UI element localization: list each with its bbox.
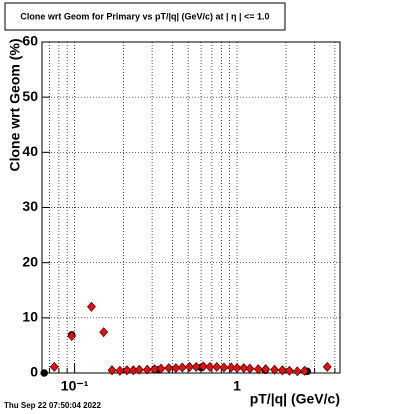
y-axis-label: Clone wrt Geom (%): [7, 38, 23, 171]
point: [205, 361, 215, 372]
point: [67, 331, 77, 341]
y-tick-label: 20: [22, 253, 38, 269]
x-axis-label: pT/|q| (GeV/c): [250, 391, 340, 407]
x-tick-label: 1: [233, 378, 241, 394]
point: [49, 361, 59, 372]
point: [253, 364, 263, 375]
y-tick-label: 40: [22, 143, 38, 159]
point: [40, 369, 49, 377]
title-box: [4, 2, 286, 31]
point: [270, 364, 279, 375]
point: [99, 327, 109, 338]
point: [285, 365, 294, 376]
point: [177, 362, 187, 373]
y-tick-label: 50: [22, 88, 38, 104]
point: [115, 365, 125, 376]
point: [261, 364, 271, 375]
point: [219, 362, 229, 373]
point: [122, 365, 132, 376]
point: [300, 365, 309, 376]
x-tick-label: 10⁻¹: [61, 378, 89, 394]
point: [171, 363, 181, 373]
chart-title: Clone wrt Geom for Primary vs pT/|q| (Ge…: [20, 11, 269, 21]
plot-frame: [41, 41, 341, 374]
point: [164, 363, 174, 373]
point: [226, 362, 236, 373]
point: [87, 301, 96, 312]
footer: Thu Sep 22 07:50:04 2022: [4, 401, 101, 410]
point: [150, 364, 159, 375]
y-tick-label: 30: [22, 198, 38, 214]
y-tick-label: 0: [30, 364, 38, 380]
point: [134, 364, 144, 375]
y-tick-label: 60: [22, 33, 38, 49]
point: [198, 361, 208, 372]
point: [239, 363, 249, 373]
point: [245, 363, 255, 374]
point: [212, 361, 222, 372]
point: [292, 366, 302, 377]
point: [232, 363, 242, 373]
point: [185, 361, 194, 372]
point: [191, 361, 201, 372]
y-tick-label: 10: [22, 309, 38, 325]
point: [277, 365, 287, 376]
point: [322, 361, 332, 372]
point: [156, 363, 166, 374]
point: [142, 364, 152, 375]
point: [107, 365, 117, 376]
